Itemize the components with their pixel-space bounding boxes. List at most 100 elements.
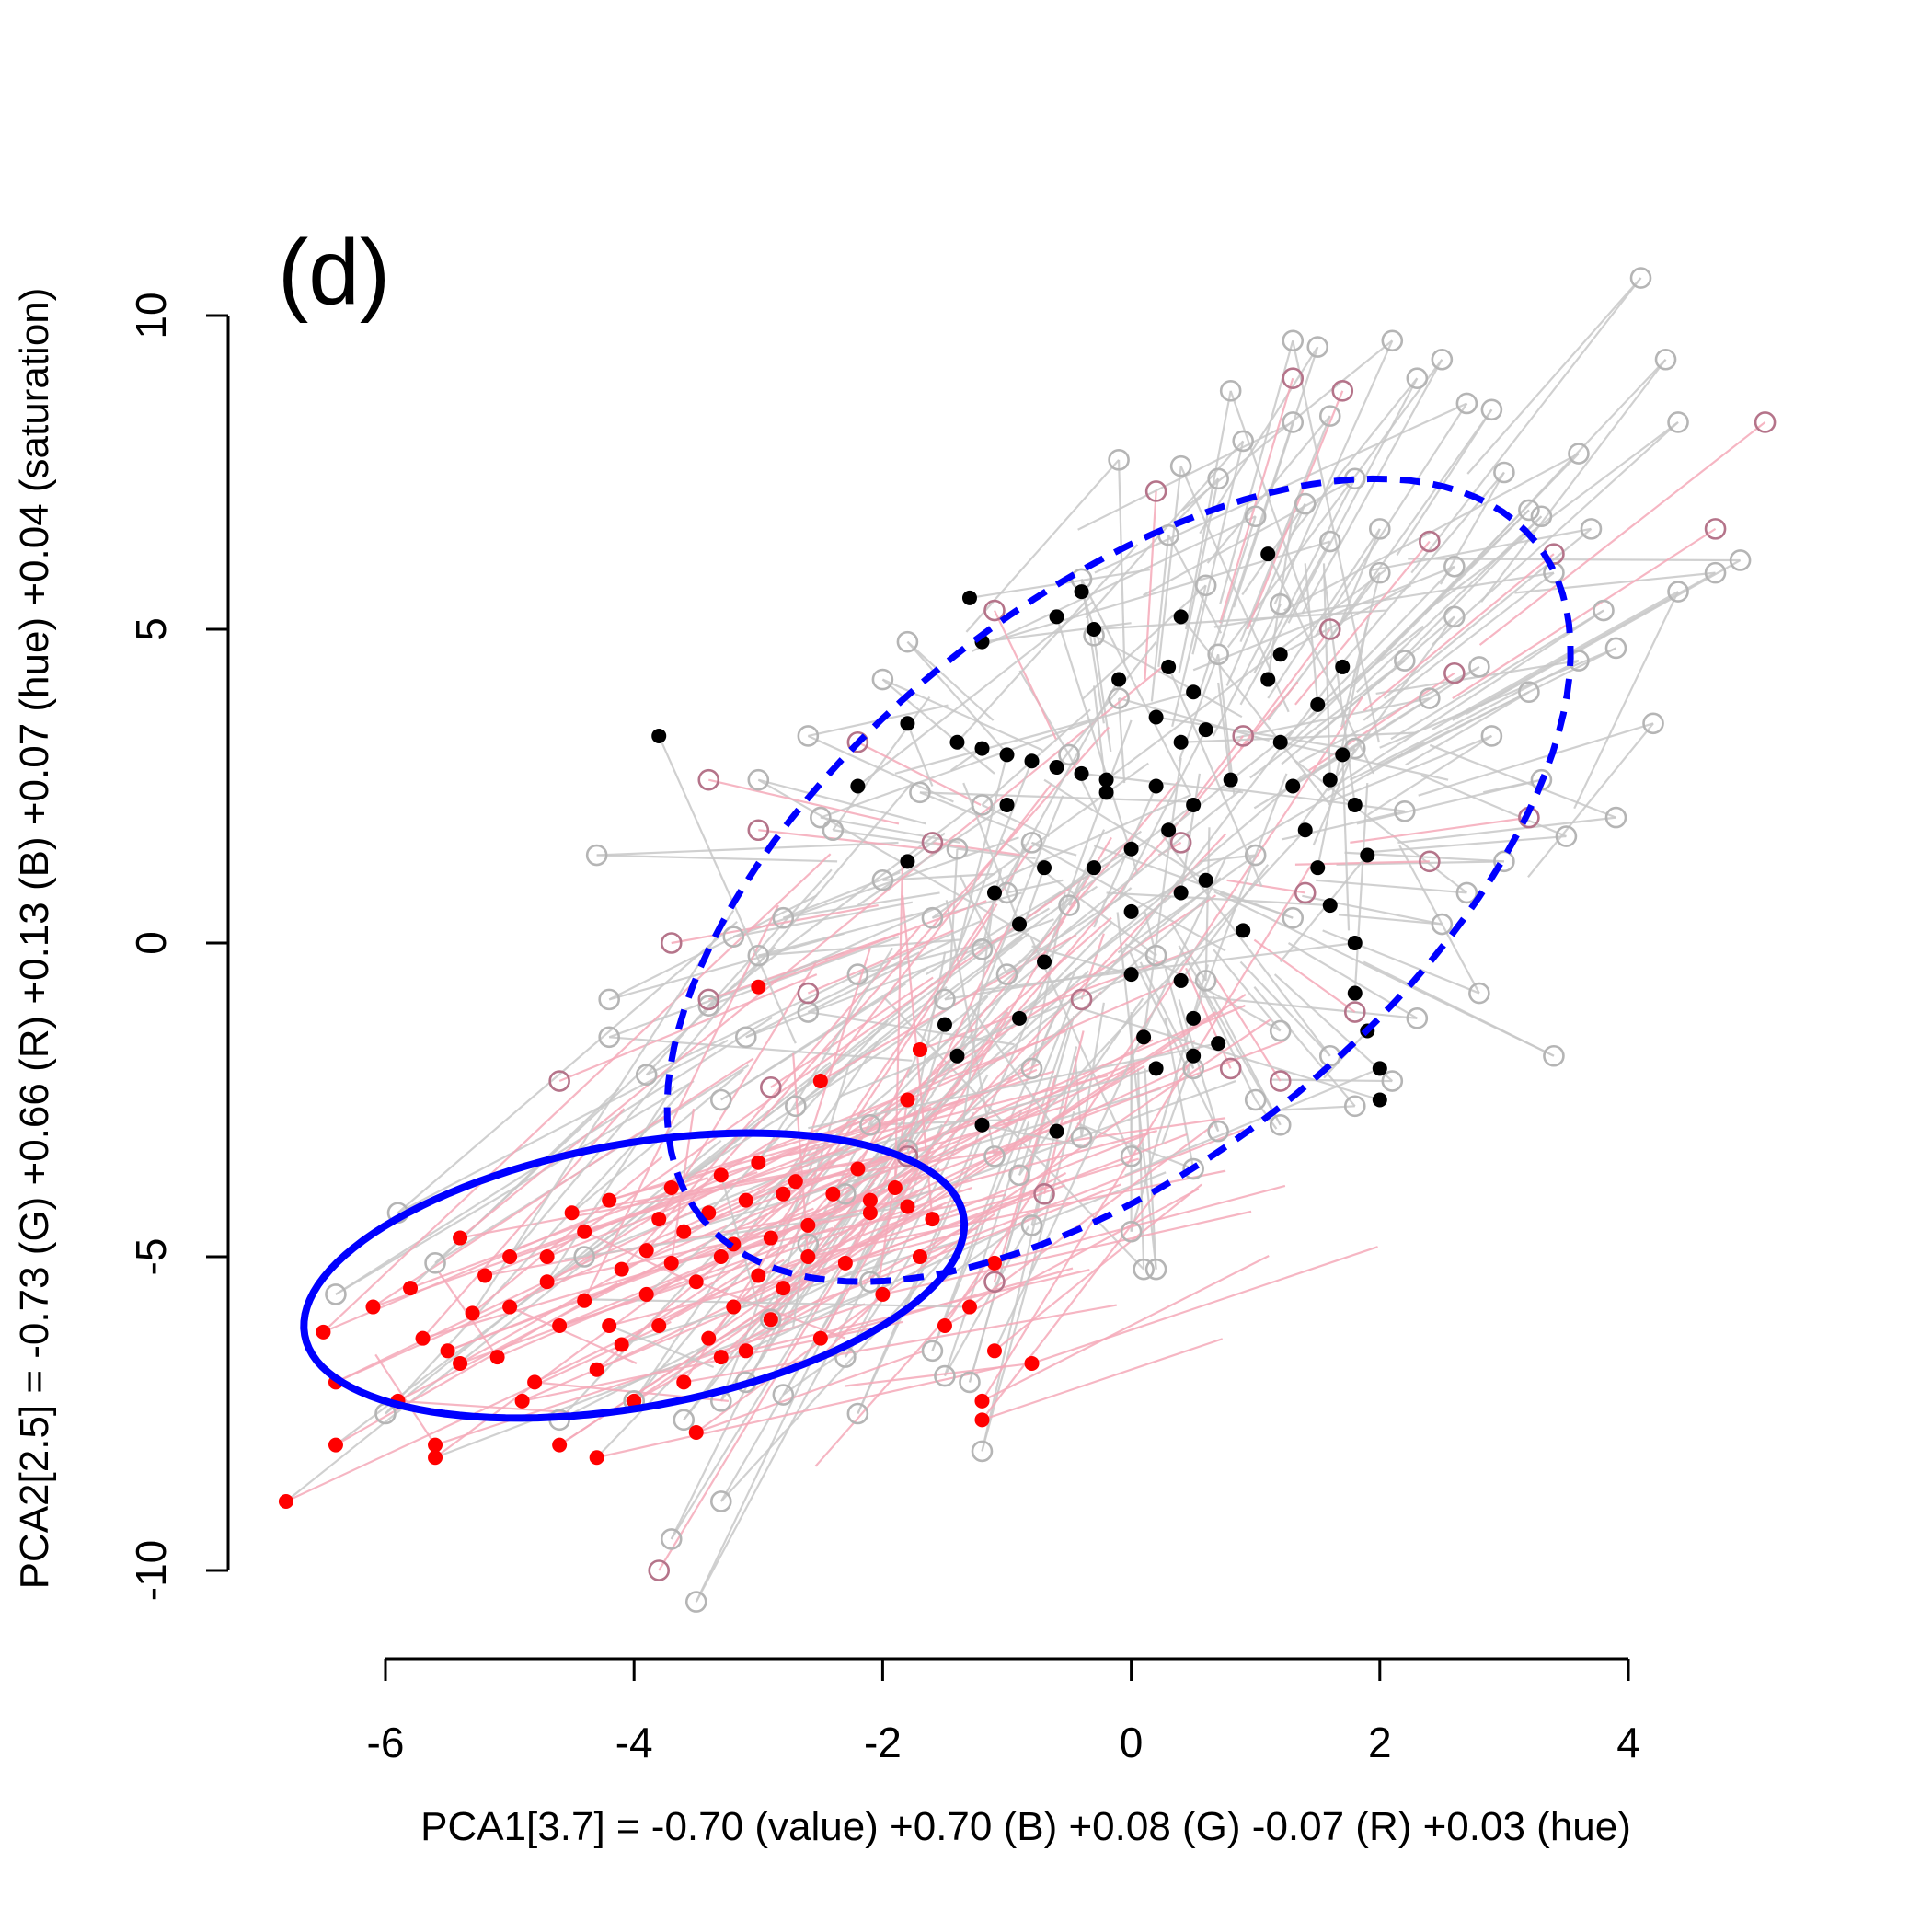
link-segment (1376, 660, 1580, 765)
grey-open-point (635, 1064, 658, 1087)
mauve-open-point (697, 768, 720, 791)
link-segment (1092, 635, 1112, 753)
mauve-open-point (846, 730, 869, 753)
red-solid-point (726, 1299, 742, 1315)
link-segment (409, 1087, 620, 1289)
grey-open-point (909, 781, 931, 804)
link-segment (1322, 572, 1356, 806)
link-segment (758, 829, 926, 850)
link-segment (372, 1057, 754, 1308)
link-segment (707, 1188, 922, 1340)
grey-open-point (1568, 443, 1590, 465)
grey-open-point (1244, 1088, 1267, 1111)
link-segment (795, 1067, 1156, 1167)
mauve-open-point (1704, 518, 1727, 540)
link-segment (757, 1196, 962, 1277)
grey-open-point (1020, 1214, 1043, 1236)
red-solid-point (539, 1249, 555, 1264)
link-segment (1080, 591, 1101, 646)
grey-open-point (424, 1252, 446, 1274)
link-segment (869, 1080, 1236, 1214)
grey-open-point (1020, 832, 1043, 854)
grey-open-point (1169, 454, 1192, 477)
link-segment (1031, 1246, 1378, 1364)
link-segment (471, 1156, 663, 1315)
link-segment (1398, 845, 1480, 995)
grey-open-point (1058, 743, 1080, 766)
y-tick-label: 0 (127, 931, 175, 955)
link-segment (645, 868, 833, 1075)
link-segment (956, 544, 1139, 743)
link-segment (1466, 277, 1642, 475)
red-solid-point (937, 1318, 952, 1334)
red-solid-point (713, 1167, 729, 1183)
link-segment (1429, 743, 1616, 819)
link-segment (1370, 834, 1567, 854)
red-solid-point (651, 1318, 667, 1334)
red-solid-point (527, 1374, 543, 1390)
link-segment (1408, 558, 1741, 562)
grey-open-point (810, 806, 832, 829)
link-segment (658, 962, 817, 1220)
link-segment (509, 781, 914, 1258)
red-solid-point (688, 1424, 704, 1440)
link-segment (906, 760, 1033, 1079)
x-tick-label: 0 (1120, 1719, 1144, 1766)
link-segment (1363, 960, 1555, 1057)
link-segment (1322, 929, 1480, 995)
link-segment (1144, 1068, 1157, 1270)
link-segment (894, 691, 1194, 775)
link-segment (696, 1213, 995, 1433)
grey-open-point (995, 963, 1018, 985)
grey-open-point (1133, 1258, 1155, 1281)
red-solid-point (986, 1343, 1002, 1359)
link-segment (1191, 441, 1245, 655)
black-solid-point (1123, 841, 1139, 857)
link-segment (1030, 841, 1226, 952)
link-segment (509, 1190, 700, 1259)
grey-open-point (1120, 1220, 1143, 1243)
black-solid-point (1297, 822, 1313, 838)
black-solid-point (961, 590, 977, 605)
grey-open-point (822, 819, 845, 842)
link-segment (459, 1199, 750, 1364)
black-solid-point (1074, 584, 1089, 600)
grey-open-point (684, 1591, 707, 1613)
link-segment (758, 778, 926, 825)
mauve-open-point (1219, 1057, 1242, 1080)
black-solid-point (1148, 1061, 1164, 1076)
link-segment (1080, 578, 1192, 796)
black-solid-point (1012, 1010, 1028, 1026)
black-solid-point (900, 854, 915, 869)
red-solid-point (489, 1350, 505, 1365)
link-segment (335, 1209, 695, 1384)
black-solid-point (1272, 734, 1288, 750)
link-segment (522, 1260, 850, 1402)
y-tick-label: 5 (127, 617, 175, 641)
link-segment (1270, 1078, 1393, 1083)
grey-open-point (1120, 1145, 1143, 1167)
black-solid-point (1098, 772, 1114, 788)
link-segment (795, 1117, 1226, 1183)
red-solid-point (900, 1092, 915, 1108)
link-segment (1192, 773, 1288, 1019)
link-segment (1150, 535, 1170, 702)
link-segment (1229, 390, 1316, 628)
link-segment (1267, 553, 1375, 775)
y-axis-title: PCA2[2.5] = -0.73 (G) +0.66 (R) +0.13 (B… (12, 288, 57, 1590)
link-segment (906, 640, 1009, 756)
black-solid-point (1372, 1092, 1387, 1108)
link-segment (981, 1185, 1162, 1420)
grey-open-point (1580, 518, 1603, 540)
x-tick-label: 4 (1616, 1719, 1640, 1766)
black-solid-point (1372, 1061, 1387, 1076)
link-segment (719, 1204, 994, 1502)
link-segment (1212, 973, 1282, 1082)
link-segment (769, 845, 1033, 1239)
link-segment (1212, 949, 1282, 1032)
grey-open-point (1182, 1157, 1204, 1180)
link-segment (857, 741, 982, 806)
black-solid-point (1347, 936, 1363, 950)
mauve-open-point (1033, 1183, 1055, 1205)
grey-open-point (934, 988, 956, 1011)
